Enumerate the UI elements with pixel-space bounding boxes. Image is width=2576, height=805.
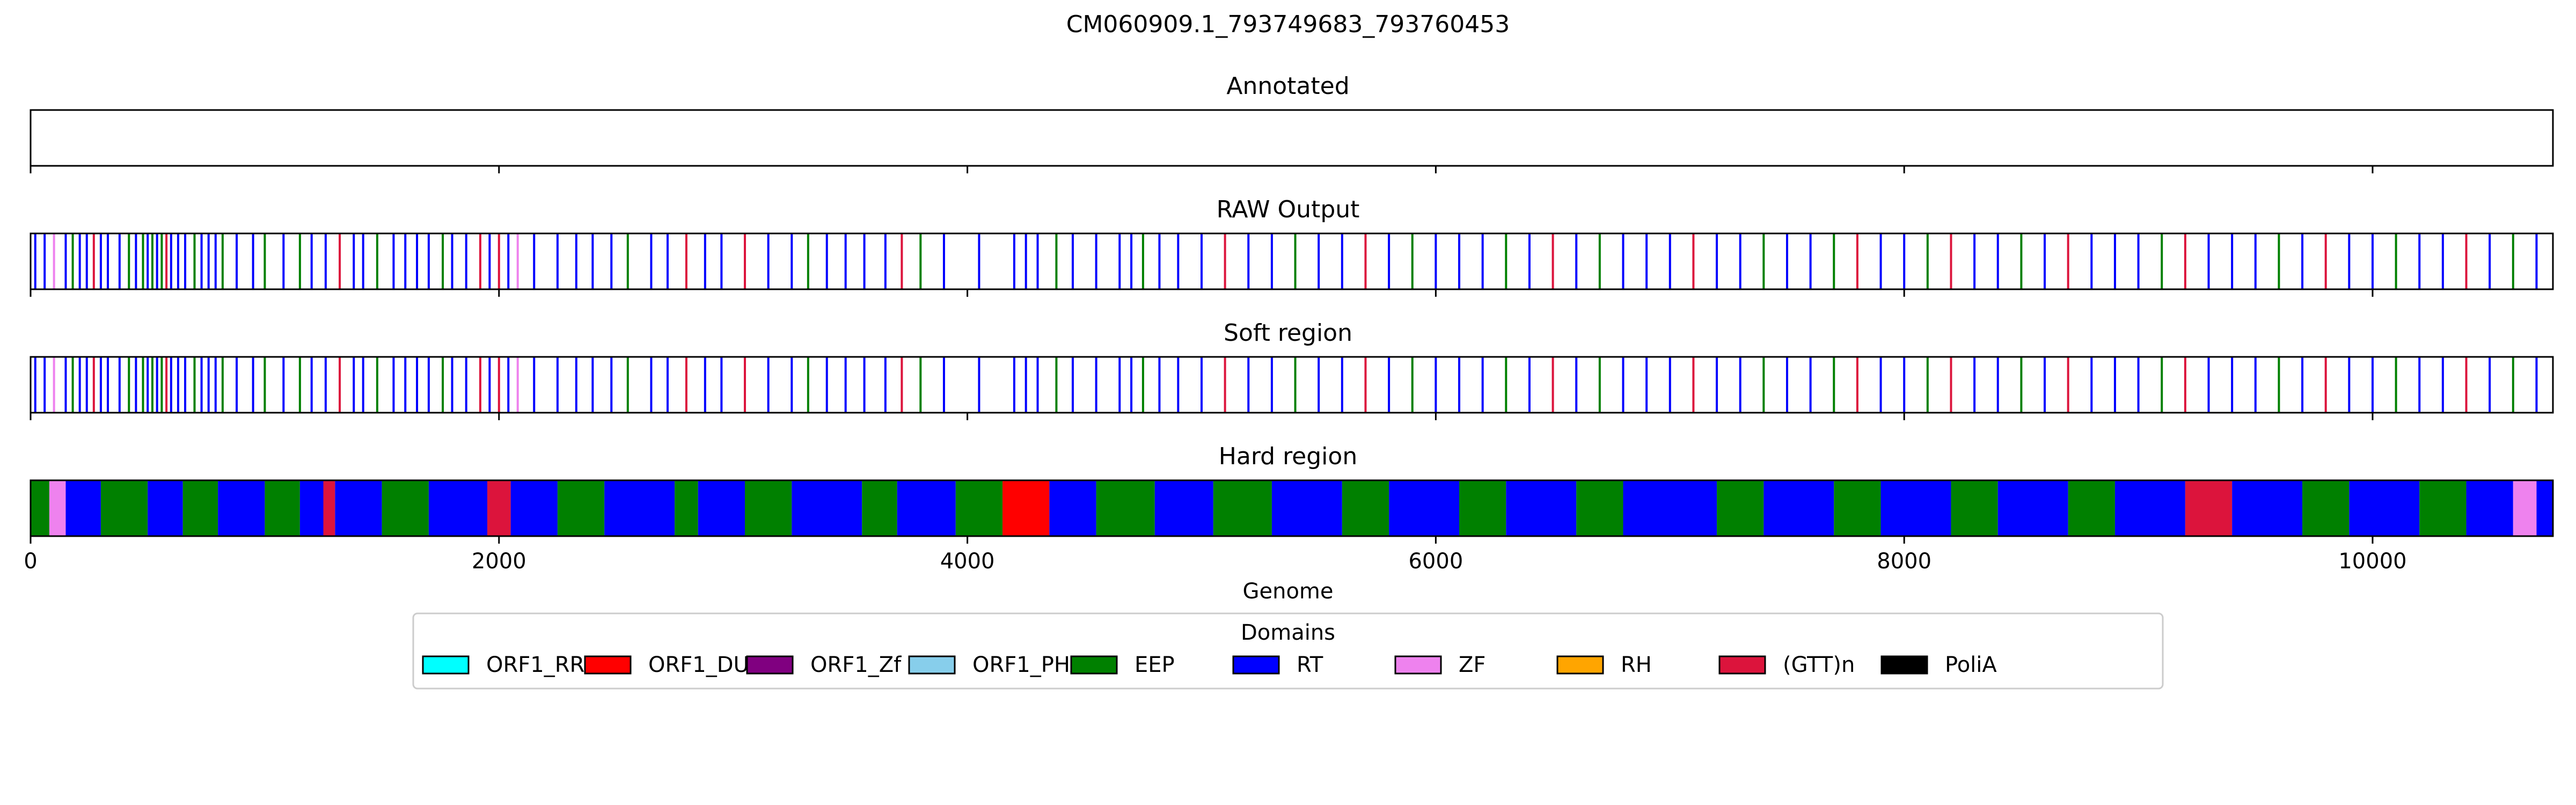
legend-label-orf1-zf: ORF1_Zf	[810, 653, 902, 677]
domain-block-gtt-n	[323, 480, 335, 536]
domain-block-eep	[1576, 480, 1623, 536]
panel-background	[31, 110, 2553, 166]
legend-swatch-orf1-rrm	[422, 655, 470, 675]
domain-block-rt	[2466, 480, 2513, 536]
panel-background	[31, 233, 2553, 289]
domain-block-rt	[1154, 480, 1213, 536]
domain-block-eep	[675, 480, 698, 536]
domain-block-rt	[1271, 480, 1342, 536]
x-tick-label: 0	[24, 549, 37, 574]
domain-block-eep	[2302, 480, 2350, 536]
domain-block-eep	[2419, 480, 2467, 536]
panel-frame	[30, 479, 2554, 537]
domain-block-rt	[698, 480, 745, 536]
domain-block-rt	[428, 480, 487, 536]
domain-block-rt	[335, 480, 382, 536]
domain-block-rt	[1997, 480, 2068, 536]
domain-block-eep	[265, 480, 300, 536]
domain-block-rt	[1049, 480, 1096, 536]
domain-block-rt	[2232, 480, 2303, 536]
legend-label-zf: ZF	[1459, 653, 1485, 677]
legend-label-orf1-rrm: ORF1_RRM	[486, 653, 603, 677]
legend-title: Domains	[1241, 620, 1335, 645]
domain-block-rt	[1506, 480, 1577, 536]
panel-title-annotated: Annotated	[1226, 72, 1349, 100]
domain-block-eep	[862, 480, 897, 536]
domain-block-eep	[31, 480, 49, 536]
x-tick-label: 2000	[472, 549, 526, 574]
legend-label-eep: EEP	[1135, 653, 1175, 677]
domain-block-eep	[1834, 480, 1881, 536]
legend-swatch-gtt-n	[1718, 655, 1766, 675]
legend-swatch-polia	[1880, 655, 1928, 675]
panel-soft-region	[30, 356, 2554, 420]
domain-block-rt	[604, 480, 675, 536]
domain-block-eep	[1951, 480, 1998, 536]
domain-block-rt	[792, 480, 862, 536]
x-tick-label: 10000	[2338, 549, 2406, 574]
domain-block-eep	[382, 480, 429, 536]
domain-block-eep	[1717, 480, 1764, 536]
domain-block-rt	[299, 480, 324, 536]
legend-swatch-orf1-zf	[746, 655, 794, 675]
domain-block-eep	[745, 480, 792, 536]
domain-block-gtt-n	[487, 480, 511, 536]
panel-raw-output	[30, 232, 2554, 297]
domain-block-rt	[1389, 480, 1460, 536]
panel-title-raw-output: RAW Output	[1217, 196, 1360, 223]
x-axis-label: Genome	[1242, 579, 1333, 604]
domain-block-eep	[182, 480, 218, 536]
panel-hard-region	[30, 479, 2554, 544]
panel-frame	[30, 232, 2554, 290]
legend-label-rh: RH	[1621, 653, 1652, 677]
panel-title-soft-region: Soft region	[1224, 319, 1352, 347]
legend-label-orf1-duf: ORF1_DUF	[648, 653, 762, 677]
domain-block-rt	[1763, 480, 1834, 536]
panel-title-hard-region: Hard region	[1219, 443, 1357, 470]
x-tick-label: 4000	[940, 549, 995, 574]
domain-block-zf	[2513, 480, 2537, 536]
domain-block-rt	[218, 480, 265, 536]
legend-label-orf1-pha: ORF1_PHA	[972, 653, 1085, 677]
domain-block-eep	[2068, 480, 2115, 536]
legend-label-gtt-n: (GTT)n	[1783, 653, 1855, 677]
legend-swatch-rt	[1232, 655, 1280, 675]
domain-block-zf	[49, 480, 66, 536]
legend: Domains ORF1_RRM ORF1_DUF ORF1_Zf ORF1_PHA E…	[412, 612, 2164, 690]
domain-block-eep	[1459, 480, 1506, 536]
legend-swatch-rh	[1556, 655, 1604, 675]
domain-block-eep	[557, 480, 605, 536]
panel-frame	[30, 356, 2554, 414]
domain-block-orf1-duf	[1002, 480, 1050, 536]
x-tick-label: 6000	[1408, 549, 1463, 574]
domain-block-eep	[1342, 480, 1389, 536]
domain-block-eep	[1213, 480, 1272, 536]
domain-block-rt	[2536, 480, 2553, 536]
legend-swatch-eep	[1070, 655, 1118, 675]
domain-block-rt	[1623, 480, 1717, 536]
x-axis: 0 2000 4000 6000 8000 10000	[24, 549, 2406, 574]
x-tick-label: 8000	[1877, 549, 1931, 574]
figure-title: CM060909.1_793749683_793760453	[1066, 11, 1510, 38]
domain-block-rt	[510, 480, 558, 536]
domain-block-gtt-n	[2185, 480, 2233, 536]
domain-block-eep	[955, 480, 1003, 536]
panel-background	[31, 357, 2553, 413]
panel-annotated	[30, 109, 2554, 173]
domain-block-rt	[148, 480, 183, 536]
legend-swatch-orf1-duf	[584, 655, 632, 675]
legend-label-polia: PoliA	[1945, 653, 1997, 677]
legend-swatch-orf1-pha	[908, 655, 956, 675]
domain-block-rt	[2114, 480, 2185, 536]
domain-block-rt	[2349, 480, 2420, 536]
legend-label-rt: RT	[1297, 653, 1323, 677]
domain-block-rt	[897, 480, 956, 536]
domain-block-eep	[1096, 480, 1155, 536]
legend-swatch-zf	[1394, 655, 1442, 675]
domain-block-rt	[65, 480, 101, 536]
panel-frame	[30, 109, 2554, 167]
domain-block-rt	[1880, 480, 1951, 536]
domain-block-eep	[100, 480, 148, 536]
